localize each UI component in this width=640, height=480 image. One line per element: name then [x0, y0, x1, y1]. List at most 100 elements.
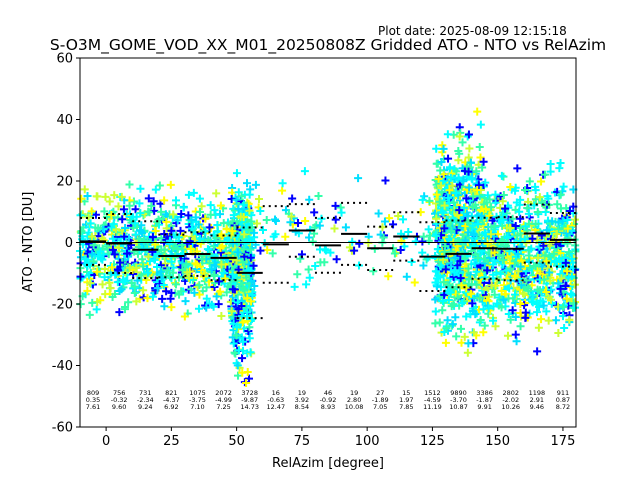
data-point-721: [211, 278, 220, 287]
data-point-32: [92, 305, 101, 314]
data-point-498: [132, 297, 141, 306]
data-point-1087: [234, 188, 243, 197]
data-point-1262: [315, 221, 324, 230]
data-point-1220: [305, 195, 314, 204]
data-point-2568: [487, 281, 496, 290]
data-point-1442: [465, 144, 474, 153]
data-point-1103: [242, 312, 251, 321]
data-point-230: [85, 310, 94, 319]
data-point-1699: [475, 293, 484, 302]
data-point-2537: [539, 301, 548, 310]
y-tick-label-3: 0: [65, 236, 73, 251]
data-point-1236: [271, 230, 280, 239]
data-point-1203: [380, 217, 389, 226]
data-point-1372: [456, 324, 465, 333]
bin-count-label-10: 19: [350, 389, 358, 397]
bin-mean-label-7: -0.63: [267, 396, 284, 404]
y-tick-label-1: -40: [52, 359, 73, 374]
data-point-1127: [242, 378, 251, 387]
data-point-807: [127, 279, 136, 288]
data-point-1905: [444, 203, 453, 212]
data-point-849: [167, 226, 176, 235]
data-point-1185: [404, 228, 413, 237]
data-point-696: [166, 180, 175, 189]
data-point-487: [113, 213, 122, 222]
data-point-2531: [567, 290, 576, 299]
data-point-1716: [447, 302, 456, 311]
chart-title: S-O3M_GOME_VOD_XX_M01_20250808Z Gridded …: [50, 36, 606, 55]
data-point-773: [98, 280, 107, 289]
data-point-659: [157, 207, 166, 216]
data-point-2579: [539, 241, 548, 250]
data-point-1260: [316, 258, 325, 267]
data-point-1962: [452, 188, 461, 197]
bin-mean-label-2: -2.34: [137, 396, 154, 404]
data-point-1259: [249, 261, 258, 270]
data-point-2629: [490, 222, 499, 231]
data-point-800: [179, 203, 188, 212]
data-point-1078: [232, 169, 241, 178]
data-point-576: [105, 278, 114, 287]
bin-std-label-7: 12.47: [266, 403, 285, 411]
data-point-1261: [294, 219, 303, 228]
data-point-58: [83, 192, 92, 201]
data-point-1265: [331, 215, 340, 224]
data-point-1647: [464, 130, 473, 139]
data-point-1234: [330, 224, 339, 233]
bin-count-label-15: 3386: [476, 389, 493, 397]
data-point-1911: [463, 217, 472, 226]
data-point-1926: [476, 315, 485, 324]
data-point-644: [212, 234, 221, 243]
data-point-1884: [431, 319, 440, 328]
data-point-623: [114, 202, 123, 211]
data-point-2593: [484, 304, 493, 313]
data-point-2617: [554, 279, 563, 288]
bin-count-label-1: 756: [113, 389, 125, 397]
data-point-2373: [504, 294, 513, 303]
data-point-2155: [556, 158, 565, 167]
data-point-818: [115, 308, 124, 317]
data-point-2645: [516, 299, 525, 308]
data-point-2594: [559, 182, 568, 191]
bin-std-label-11: 7.05: [373, 403, 387, 411]
y-tick-label-4: 20: [56, 175, 73, 190]
data-point-1945: [460, 332, 469, 341]
data-point-2561: [488, 216, 497, 225]
data-point-1225: [418, 237, 427, 246]
data-point-2047: [506, 315, 515, 324]
data-point-2463: [492, 268, 501, 277]
data-point-2507: [556, 190, 565, 199]
data-point-888: [130, 288, 139, 297]
data-point-1163: [348, 237, 357, 246]
data-point-1824: [463, 348, 472, 357]
data-point-468: [77, 227, 86, 236]
data-point-2559: [558, 270, 567, 279]
data-point-874: [180, 312, 189, 321]
data-point-2665: [496, 269, 505, 278]
data-point-544: [149, 197, 158, 206]
data-point-809: [216, 201, 225, 210]
data-point-594: [186, 244, 195, 253]
data-point-1144: [246, 245, 255, 254]
data-point-761: [148, 292, 157, 301]
data-point-781: [136, 209, 145, 218]
data-point-2659: [571, 303, 580, 312]
data-point-1221: [410, 278, 419, 287]
data-point-2584: [557, 274, 566, 283]
data-point-952: [233, 371, 242, 380]
data-point-1613: [450, 174, 459, 183]
data-point-1108: [238, 368, 247, 377]
data-point-1965: [469, 192, 478, 201]
data-point-393: [197, 202, 206, 211]
data-point-682: [174, 233, 183, 242]
bin-mean-label-8: 3.92: [295, 396, 309, 404]
data-point-1057: [246, 348, 255, 357]
data-point-1706: [431, 278, 440, 287]
bin-count-label-0: 809: [87, 389, 99, 397]
data-point-840: [214, 277, 223, 286]
data-point-1257: [308, 237, 317, 246]
data-point-2024: [537, 177, 546, 186]
data-point-1889: [452, 332, 461, 341]
bin-mean-label-16: -2.02: [502, 396, 519, 404]
data-point-1842: [435, 257, 444, 266]
